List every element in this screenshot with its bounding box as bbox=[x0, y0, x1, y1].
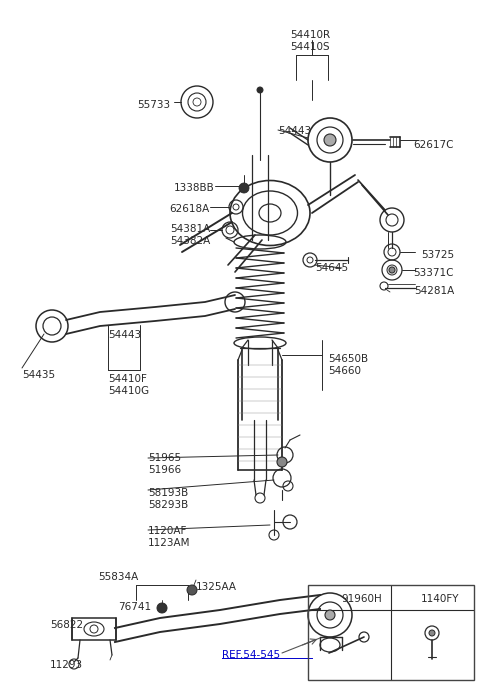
Text: 1140FY: 1140FY bbox=[421, 594, 459, 604]
Text: 54410R
54410S: 54410R 54410S bbox=[290, 30, 330, 52]
Circle shape bbox=[387, 265, 397, 275]
Text: 55834A: 55834A bbox=[98, 572, 138, 582]
Text: 54650B
54660: 54650B 54660 bbox=[328, 354, 368, 375]
Text: 11293: 11293 bbox=[50, 660, 83, 670]
Circle shape bbox=[239, 183, 249, 193]
Circle shape bbox=[257, 87, 263, 93]
Text: 56822: 56822 bbox=[50, 620, 83, 630]
Circle shape bbox=[277, 457, 287, 467]
Text: 1120AF
1123AM: 1120AF 1123AM bbox=[148, 526, 191, 547]
Circle shape bbox=[157, 603, 167, 613]
Text: 91960H: 91960H bbox=[342, 594, 383, 604]
Text: 76741: 76741 bbox=[118, 602, 151, 612]
Bar bbox=[308, 585, 474, 680]
Text: 54443: 54443 bbox=[278, 126, 311, 136]
Text: 62618A: 62618A bbox=[170, 204, 210, 214]
Text: 1338BB: 1338BB bbox=[174, 183, 215, 193]
Text: 54443: 54443 bbox=[108, 330, 141, 340]
Text: 53371C: 53371C bbox=[413, 268, 454, 278]
Text: 54410F
54410G: 54410F 54410G bbox=[108, 374, 149, 396]
Circle shape bbox=[389, 267, 395, 273]
Text: 55733: 55733 bbox=[137, 100, 170, 110]
Text: 54281A: 54281A bbox=[414, 286, 454, 296]
Text: 54435: 54435 bbox=[22, 370, 55, 380]
Text: 62617C: 62617C bbox=[413, 140, 454, 150]
Text: 51965
51966: 51965 51966 bbox=[148, 453, 181, 475]
Text: 58193B
58293B: 58193B 58293B bbox=[148, 488, 188, 510]
Text: 54381A
54382A: 54381A 54382A bbox=[170, 224, 210, 245]
Text: 1325AA: 1325AA bbox=[196, 582, 237, 592]
Text: 53725: 53725 bbox=[421, 250, 454, 260]
Circle shape bbox=[187, 585, 197, 595]
Circle shape bbox=[325, 610, 335, 620]
Text: 54645: 54645 bbox=[315, 263, 348, 273]
Text: REF.54-545: REF.54-545 bbox=[222, 650, 280, 660]
Circle shape bbox=[429, 630, 435, 636]
Bar bbox=[72, 618, 116, 640]
Circle shape bbox=[324, 134, 336, 146]
